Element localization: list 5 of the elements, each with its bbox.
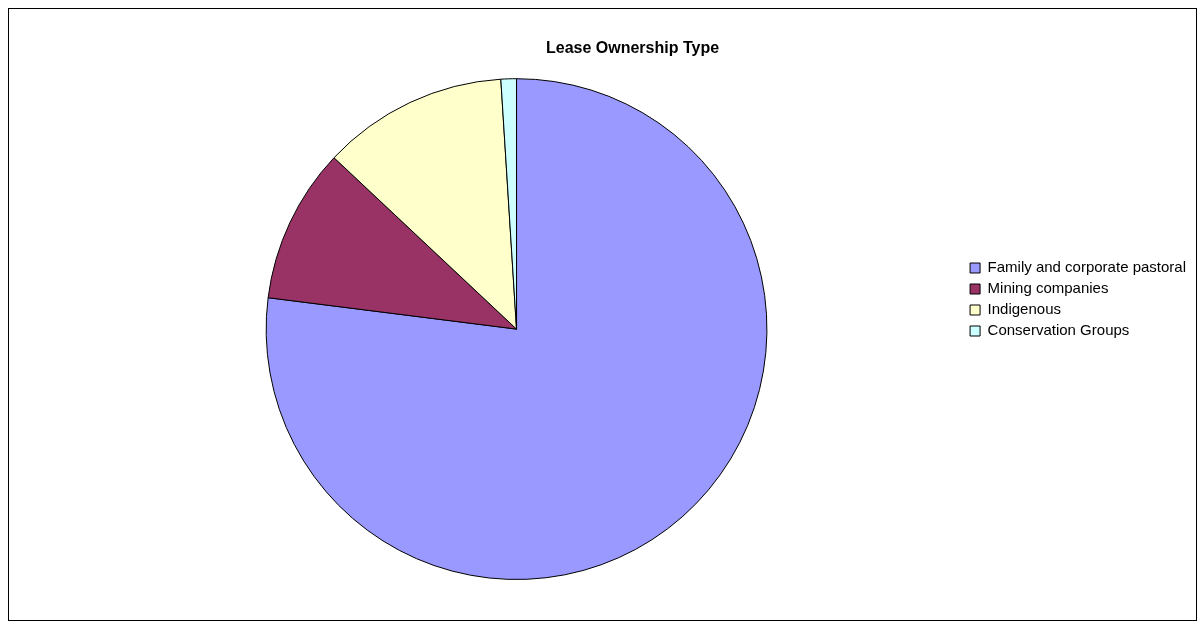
legend-label: Indigenous — [987, 300, 1061, 318]
legend-label: Family and corporate pastoral — [987, 258, 1187, 276]
legend-label: Conservation Groups — [987, 321, 1130, 339]
chart-title: Lease Ownership Type — [545, 39, 720, 57]
legend-label: Mining companies — [987, 279, 1109, 297]
